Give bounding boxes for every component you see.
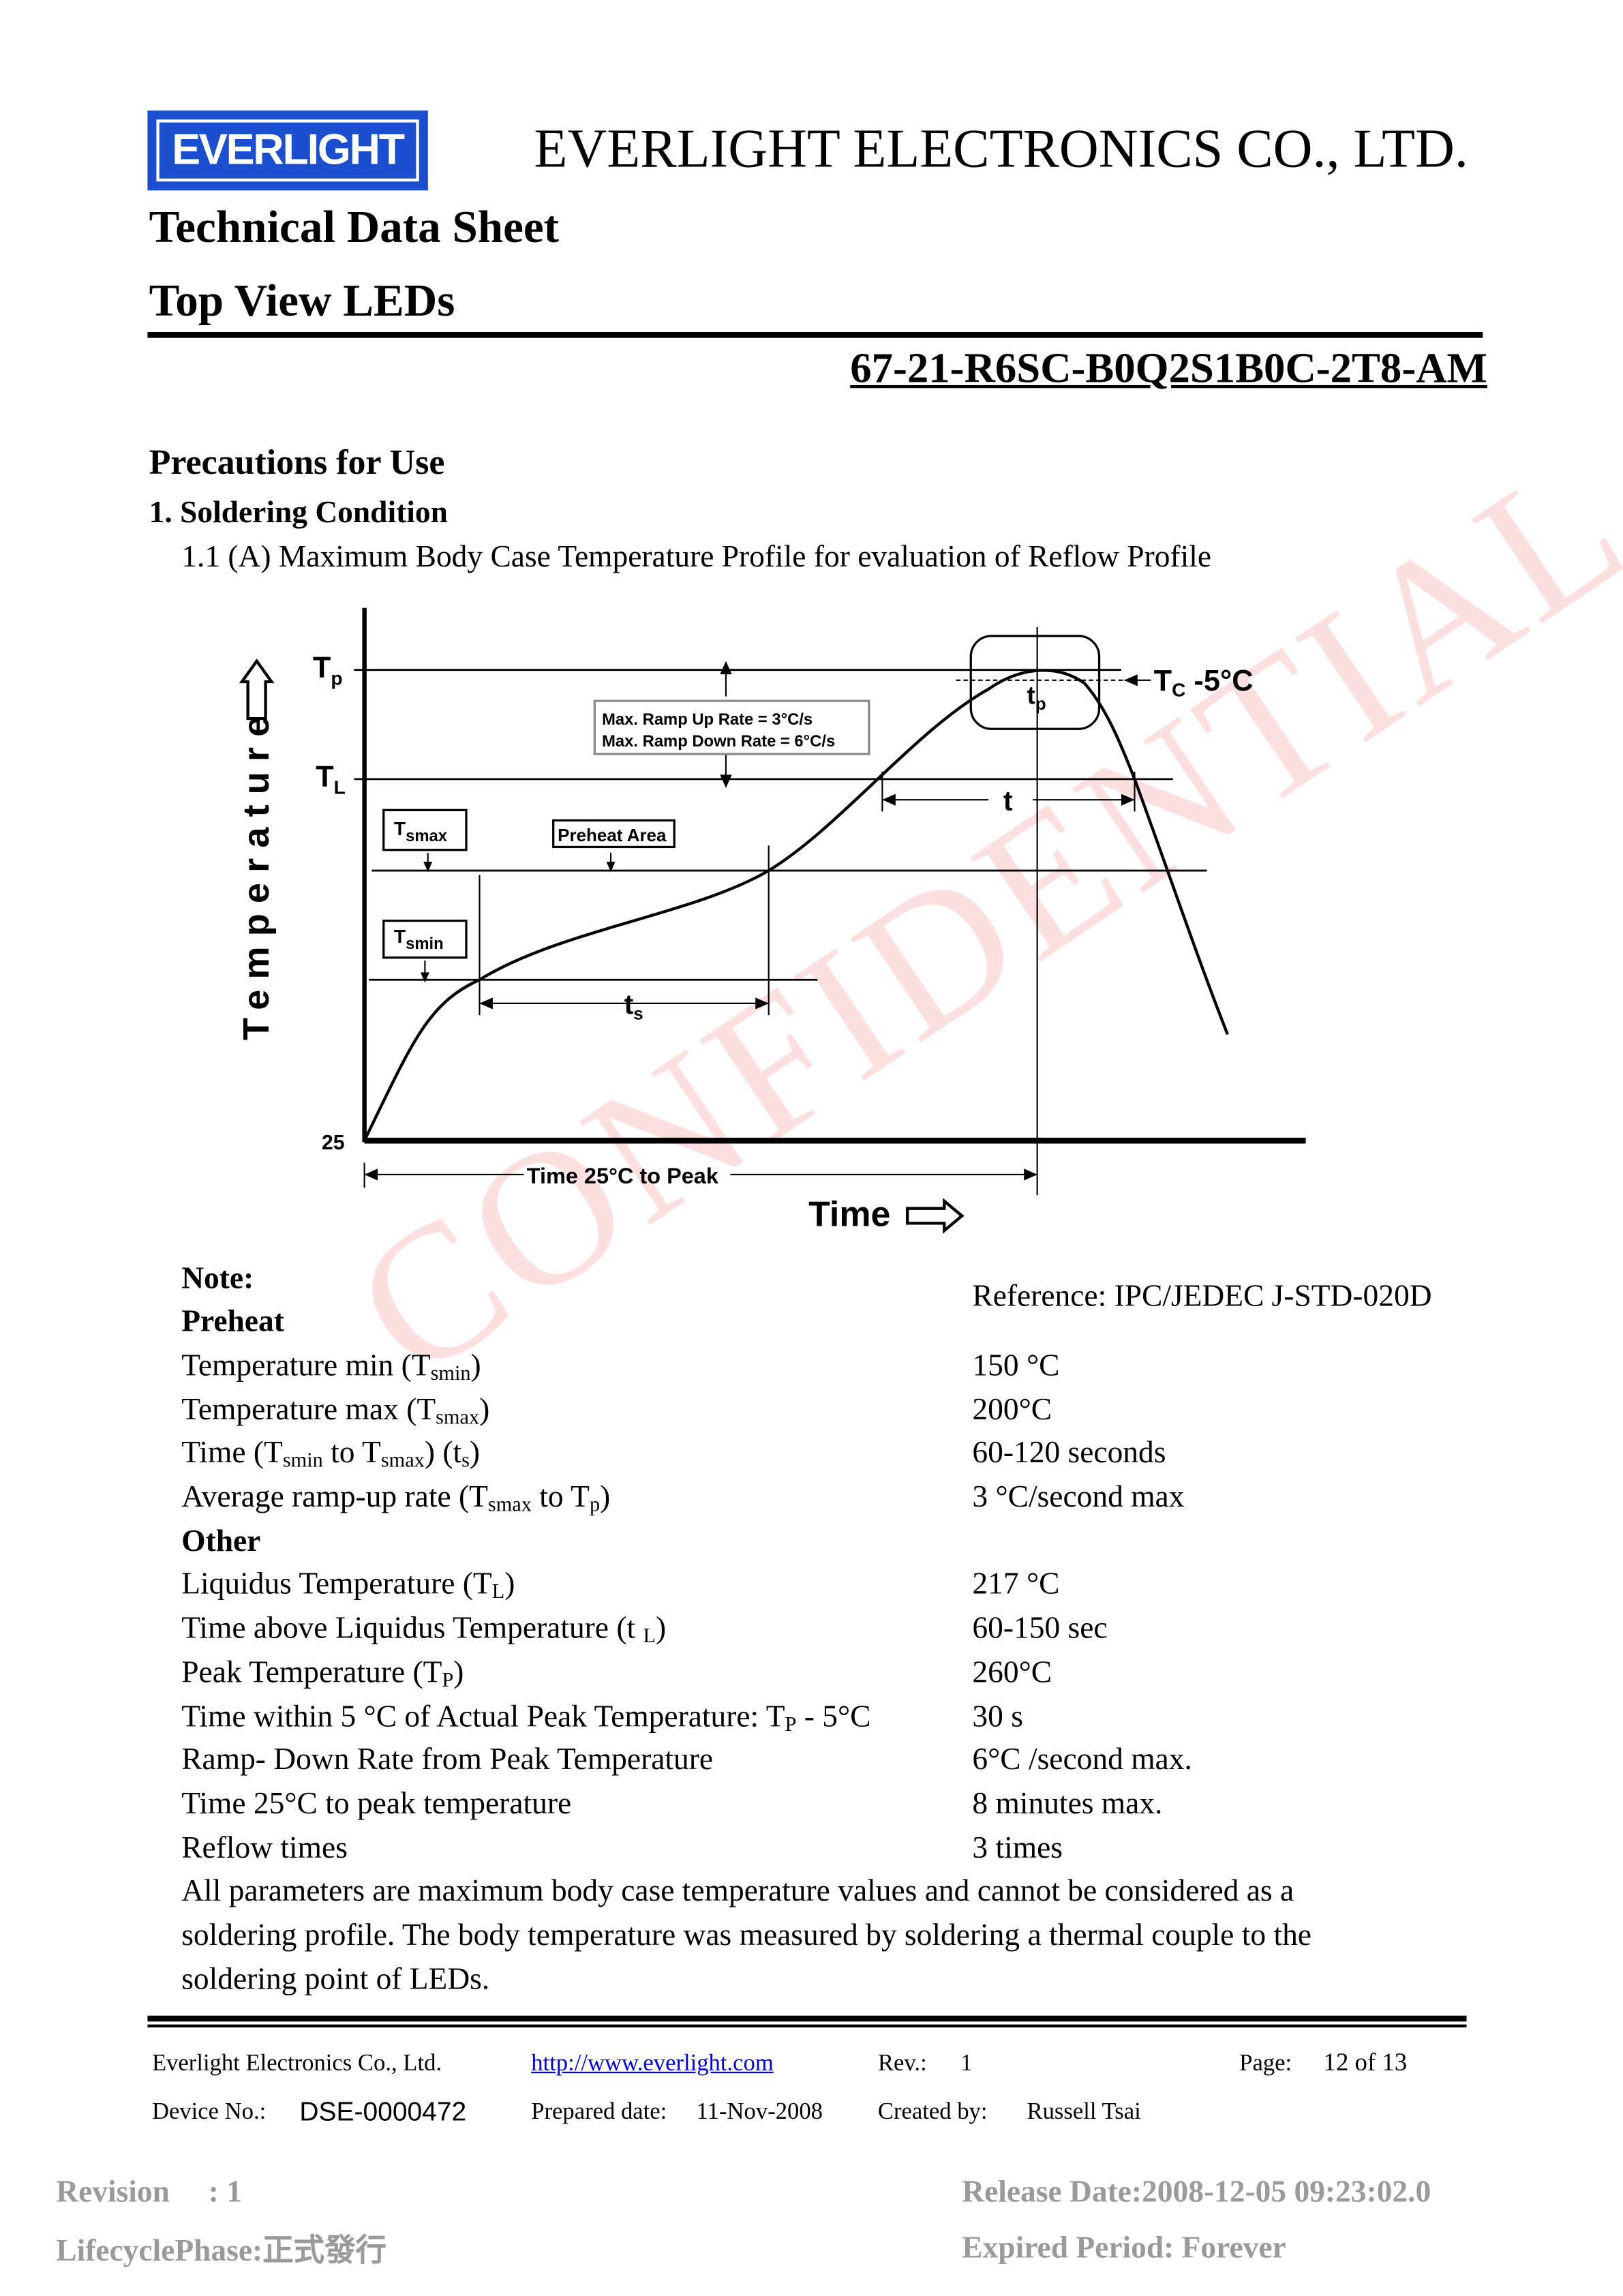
reference-text: Reference: IPC/JEDEC J-STD-020D (972, 1278, 1432, 1314)
preheat-heading: Preheat (181, 1303, 284, 1339)
t-label: t (1003, 785, 1013, 816)
header-rule (147, 332, 1483, 338)
param-label: Time within 5 °C of Actual Peak Temperat… (181, 1698, 871, 1737)
param-label: Time above Liquidus Temperature (t L) (181, 1610, 667, 1648)
notes-paragraph-line: soldering point of LEDs. (181, 1961, 490, 1997)
param-label: Ramp- Down Rate from Peak Temperature (181, 1741, 714, 1777)
prepared-date: 11-Nov-2008 (696, 2100, 823, 2125)
param-label: Time 25°C to peak temperature (181, 1785, 572, 1821)
tl-label: TL (316, 761, 346, 798)
everlight-logo: EVERLIGHT (147, 110, 428, 191)
param-label: Temperature max (Tsmax) (181, 1391, 490, 1430)
expired-period-stamp: Expired Period: Forever (962, 2229, 1286, 2265)
reflow-profile-diagram: Temperature Time Tp TL 25 TC -5°C Max. R… (236, 607, 1306, 1235)
param-value: 60-120 seconds (972, 1434, 1166, 1470)
created-by: Russell Tsai (1027, 2100, 1141, 2125)
prepared-label: Prepared date: (531, 2100, 667, 2125)
tp-duration-label: tp (1027, 681, 1046, 714)
release-date-stamp: Release Date:2008-12-05 09:23:02.0 (962, 2173, 1431, 2209)
param-value: 150 °C (972, 1347, 1060, 1383)
lifecycle-stamp: LifecyclePhase:正式發行 (56, 2232, 386, 2268)
footer-company: Everlight Electronics Co., Ltd. (151, 2051, 442, 2076)
ts-label: ts (624, 988, 643, 1024)
param-label: Peak Temperature (TP) (181, 1654, 464, 1693)
doc-type-title: Technical Data Sheet (149, 200, 560, 253)
param-label: Liquidus Temperature (TL) (181, 1565, 515, 1604)
x-axis-label: Time (808, 1195, 890, 1235)
notes-paragraph-line: All parameters are maximum body case tem… (181, 1872, 1294, 1908)
param-value: 6°C /second max. (972, 1741, 1192, 1777)
preheat-box (552, 819, 676, 849)
param-value: 200°C (972, 1391, 1052, 1428)
created-label: Created by: (877, 2100, 988, 2125)
ramp-down-text: Max. Ramp Down Rate = 6°C/s (602, 732, 835, 751)
peak-zone-box (969, 635, 1101, 730)
tsmax-label: Tsmax (394, 818, 448, 845)
param-value: 217 °C (972, 1565, 1060, 1601)
footer-rule-thin (147, 2024, 1467, 2028)
other-heading: Other (181, 1522, 261, 1558)
param-value: 30 s (972, 1698, 1023, 1734)
tp-label: Tp (313, 652, 343, 689)
device-label: Device No.: (151, 2100, 267, 2125)
tsmin-box (382, 920, 468, 959)
param-label: Temperature min (Tsmin) (181, 1347, 481, 1386)
company-name: EVERLIGHT ELECTRONICS CO., LTD. (534, 119, 1468, 181)
y-origin-label: 25 (322, 1132, 345, 1154)
page-number: 12 of 13 (1323, 2048, 1408, 2076)
section-title: Precautions for Use (149, 444, 445, 483)
param-label: Average ramp-up rate (Tsmax to Tp) (181, 1478, 611, 1517)
time-right-arrow-icon (906, 1198, 965, 1234)
temperature-up-arrow-icon (239, 658, 275, 721)
part-number: 67-21-R6SC-B0Q2S1B0C-2T8-AM (850, 345, 1487, 393)
rev-value: 1 (960, 2051, 973, 2076)
temperature-profile-curve (363, 669, 1229, 1142)
y-axis-label: Temperature (236, 706, 277, 1040)
param-value: 3 °C/second max (972, 1478, 1185, 1514)
ramp-rate-box (593, 699, 870, 755)
device-number: DSE-0000472 (299, 2096, 467, 2127)
param-value: 260°C (972, 1654, 1052, 1690)
preheat-label: Preheat Area (558, 825, 667, 845)
footer-rule-thick (147, 2015, 1467, 2022)
param-value: 3 times (972, 1829, 1063, 1865)
footer-website-link[interactable]: http://www.everlight.com (531, 2051, 774, 2076)
param-value: 60-150 sec (972, 1610, 1108, 1646)
tsmin-label: Tsmin (394, 926, 444, 953)
page-label: Page: (1239, 2051, 1292, 2076)
tc-label: TC -5°C (1154, 665, 1254, 701)
time-to-peak-label: Time 25°C to Peak (527, 1164, 719, 1188)
note-label: Note: (181, 1260, 254, 1296)
ramp-up-text: Max. Ramp Up Rate = 3°C/s (602, 710, 813, 729)
section-subtitle: 1. Soldering Condition (149, 494, 448, 530)
figure-caption: 1.1 (A) Maximum Body Case Temperature Pr… (181, 539, 1212, 574)
notes-paragraph-line: soldering profile. The body temperature … (181, 1916, 1311, 1952)
param-value: 8 minutes max. (972, 1785, 1163, 1821)
tsmax-box (382, 809, 468, 851)
revision-stamp: Revision : 1 (56, 2173, 242, 2209)
param-label: Reflow times (181, 1829, 348, 1865)
param-label: Time (Tsmin to Tsmax) (ts) (181, 1434, 481, 1473)
product-title: Top View LEDs (149, 274, 455, 327)
rev-label: Rev.: (877, 2051, 927, 2076)
